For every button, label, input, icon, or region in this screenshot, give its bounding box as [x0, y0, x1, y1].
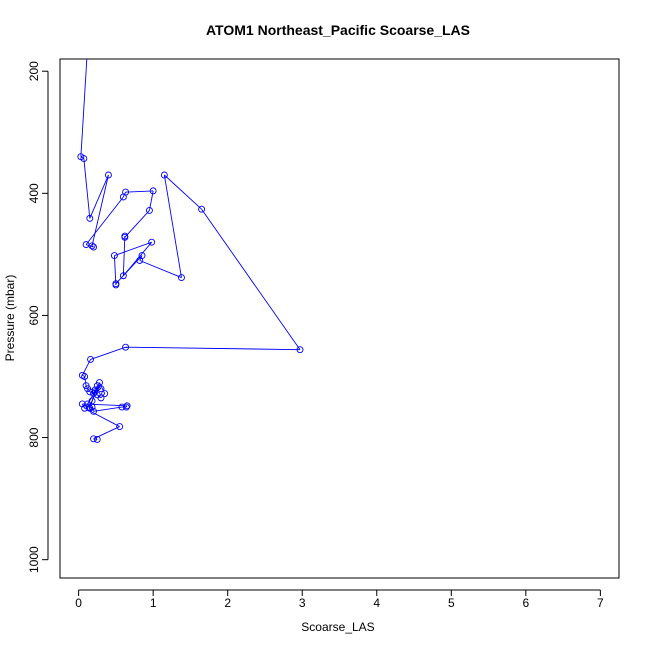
y-tick-label: 200: [27, 61, 41, 81]
series-segment: [93, 406, 122, 412]
x-axis: 0 1 2 3 4 5 6 7: [75, 589, 604, 610]
series-segment: [164, 174, 202, 210]
y-axis: 200 400 600 800 1000: [27, 61, 49, 573]
plot-frame: [59, 58, 620, 579]
data-point: [81, 404, 89, 412]
y-tick-label: 800: [27, 427, 41, 447]
x-tick-label: 5: [448, 596, 455, 610]
series-segment: [96, 394, 102, 399]
data-point: [82, 241, 90, 249]
data-point: [148, 238, 156, 246]
y-tick-label: 1000: [27, 546, 41, 573]
data-point: [122, 188, 130, 196]
data-point: [91, 388, 99, 396]
data-point: [78, 400, 86, 408]
data-point: [122, 403, 130, 411]
series-segment: [89, 391, 94, 395]
x-tick-label: 0: [75, 596, 82, 610]
data-point: [90, 390, 97, 398]
series-segment: [81, 403, 85, 409]
data-point: [101, 390, 109, 398]
data-point: [160, 171, 168, 179]
series-segment: [122, 236, 126, 276]
series-points: [77, 153, 304, 443]
plot-area: [77, 59, 304, 443]
data-point: [122, 343, 130, 351]
data-point: [198, 205, 206, 213]
data-point: [90, 407, 97, 415]
series-segment: [139, 260, 182, 279]
data-point: [136, 257, 144, 264]
series-segment: [115, 255, 143, 285]
series-segment: [90, 346, 126, 360]
data-point: [112, 280, 120, 288]
series-segment: [125, 346, 301, 351]
series-segment: [82, 374, 85, 377]
data-point: [97, 394, 105, 402]
y-tick-label: 600: [27, 305, 41, 325]
x-tick-label: 7: [597, 596, 604, 610]
series-segment: [201, 208, 301, 350]
series-segment: [89, 174, 109, 219]
x-tick-label: 2: [224, 596, 231, 610]
data-point: [87, 355, 95, 363]
series-segment: [80, 59, 88, 157]
series-segment: [85, 244, 94, 248]
y-axis-label: Pressure (mbar): [3, 275, 17, 362]
series-segment: [93, 426, 120, 440]
data-point: [86, 214, 94, 222]
series-segment: [113, 255, 117, 285]
y-tick-label: 400: [27, 183, 41, 203]
series-segment: [163, 174, 182, 278]
x-axis-label: Scoarse_LAS: [301, 620, 374, 634]
x-tick-label: 3: [299, 596, 306, 610]
data-point: [123, 402, 131, 410]
series-segment: [84, 376, 87, 386]
data-point: [90, 435, 97, 443]
data-point: [110, 252, 118, 260]
series-segment: [85, 196, 124, 245]
x-tick-label: 1: [150, 596, 157, 610]
data-point: [88, 403, 96, 411]
x-tick-label: 6: [522, 596, 529, 610]
series-segment: [96, 385, 102, 390]
series-segment: [91, 174, 109, 246]
data-point: [178, 274, 185, 282]
data-point: [90, 243, 97, 251]
data-point: [118, 403, 126, 411]
chart-title: ATOM1 Northeast_Pacific Scoarse_LAS: [206, 22, 470, 38]
data-point: [116, 423, 124, 431]
data-point: [119, 272, 127, 280]
data-point: [121, 232, 129, 240]
data-point: [81, 373, 89, 380]
x-tick-label: 4: [373, 596, 380, 610]
series-segment: [114, 241, 152, 257]
data-point: [145, 206, 153, 214]
series-segment: [124, 210, 150, 238]
data-point: [149, 187, 157, 195]
data-point: [80, 155, 88, 162]
data-point: [104, 171, 112, 179]
data-point: [93, 435, 101, 443]
data-point: [93, 382, 101, 390]
series-segment: [83, 158, 91, 219]
series-segment: [125, 190, 154, 193]
series-lines: [80, 59, 301, 440]
data-point: [296, 346, 304, 354]
